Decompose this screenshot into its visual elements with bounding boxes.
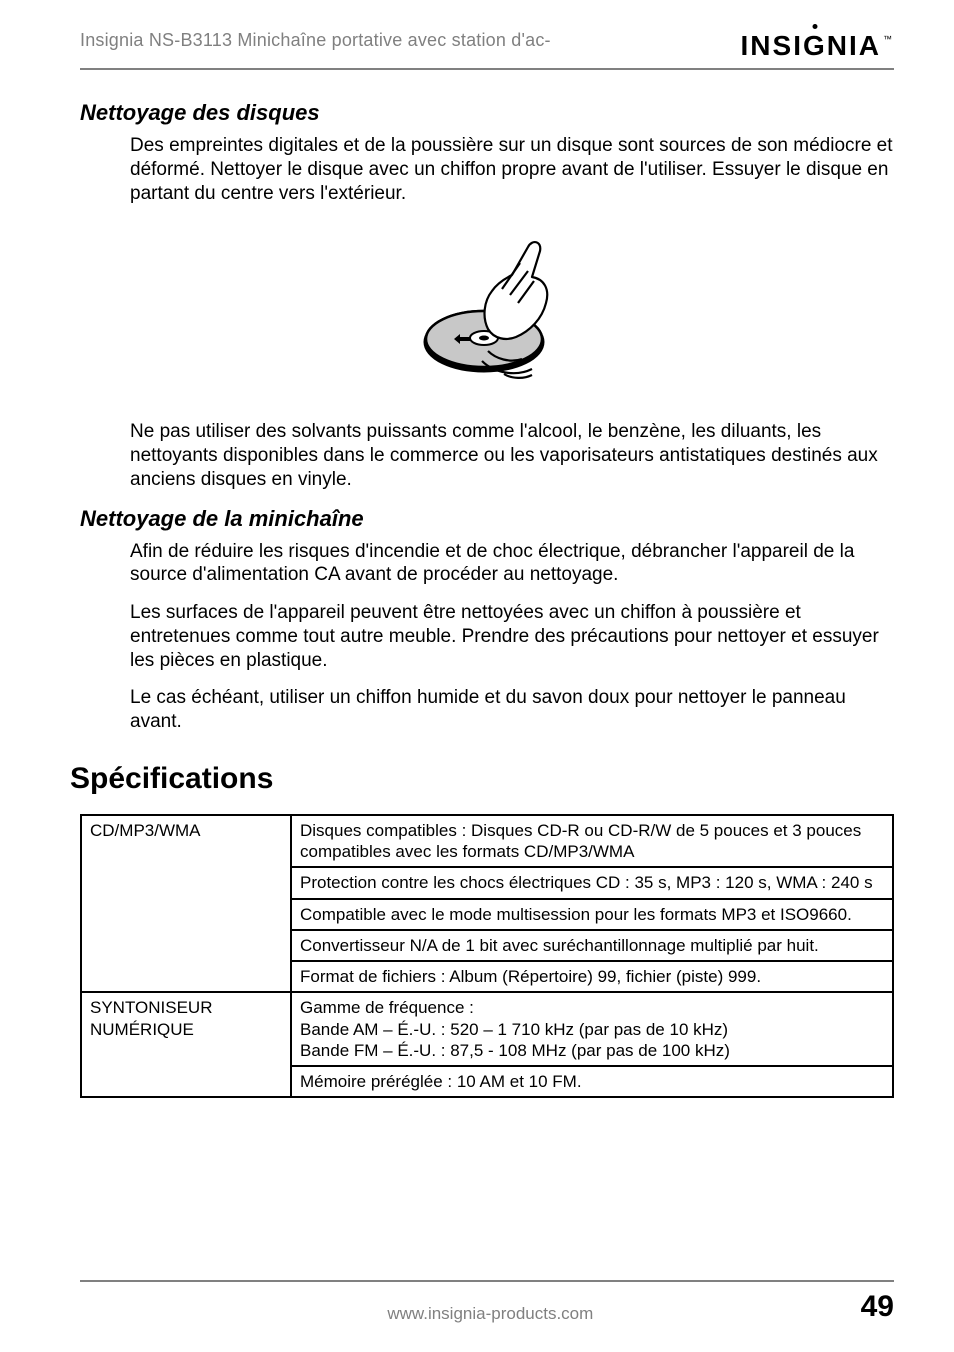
page-header: Insignia NS-B3113 Minichaîne portative a… bbox=[80, 30, 894, 62]
spec-cell: Disques compatibles : Disques CD-R ou CD… bbox=[291, 815, 893, 868]
page-number: 49 bbox=[861, 1290, 894, 1324]
spec-cell-freq: Gamme de fréquence : Bande AM – É.-U. : … bbox=[291, 992, 893, 1066]
brand-g-letter: G bbox=[803, 30, 827, 61]
spec-cell: Mémoire préréglée : 10 AM et 10 FM. bbox=[291, 1066, 893, 1097]
footer-divider bbox=[80, 1280, 894, 1282]
spec-table: CD/MP3/WMA Disques compatibles : Disques… bbox=[80, 814, 894, 1099]
unit-cleaning-para-3: Le cas échéant, utiliser un chiffon humi… bbox=[130, 686, 894, 734]
spec-label-cd: CD/MP3/WMA bbox=[81, 815, 291, 993]
table-row: CD/MP3/WMA Disques compatibles : Disques… bbox=[81, 815, 893, 868]
header-divider bbox=[80, 68, 894, 70]
freq-line-3: Bande FM – É.-U. : 87,5 - 108 MHz (par p… bbox=[300, 1041, 730, 1060]
heading-unit-cleaning: Nettoyage de la minichaîne bbox=[80, 506, 894, 532]
spec-label-tuner: SYNTONISEUR NUMÉRIQUE bbox=[81, 992, 291, 1097]
table-row: SYNTONISEUR NUMÉRIQUE Gamme de fréquence… bbox=[81, 992, 893, 1066]
heading-specifications: Spécifications bbox=[70, 762, 894, 796]
spec-cell: Convertisseur N/A de 1 bit avec suréchan… bbox=[291, 930, 893, 961]
disc-wipe-icon bbox=[392, 219, 582, 399]
freq-line-1: Gamme de fréquence : bbox=[300, 998, 474, 1017]
page-footer: www.insignia-products.com 49 bbox=[80, 1280, 894, 1324]
unit-cleaning-para-2: Les surfaces de l'appareil peuvent être … bbox=[130, 601, 894, 672]
product-line-text: Insignia NS-B3113 Minichaîne portative a… bbox=[80, 30, 551, 51]
brand-text-left: INSI bbox=[741, 30, 803, 62]
disc-wipe-figure bbox=[80, 219, 894, 404]
freq-line-2: Bande AM – É.-U. : 520 – 1 710 kHz (par … bbox=[300, 1020, 728, 1039]
footer-row: www.insignia-products.com 49 bbox=[80, 1290, 894, 1324]
heading-disc-cleaning: Nettoyage des disques bbox=[80, 100, 894, 126]
spec-cell: Compatible avec le mode multisession pou… bbox=[291, 899, 893, 930]
unit-cleaning-para-1: Afin de réduire les risques d'incendie e… bbox=[130, 540, 894, 588]
brand-logo: INSI G NIA ™ bbox=[741, 30, 894, 62]
brand-tm: ™ bbox=[883, 34, 894, 44]
disc-cleaning-para-2: Ne pas utiliser des solvants puissants c… bbox=[130, 420, 894, 491]
brand-dot-icon bbox=[812, 24, 817, 29]
spec-cell: Protection contre les chocs électriques … bbox=[291, 867, 893, 898]
brand-text-right: NIA bbox=[827, 30, 881, 62]
brand-text-g: G bbox=[803, 30, 827, 62]
spec-cell: Format de fichiers : Album (Répertoire) … bbox=[291, 961, 893, 992]
footer-url: www.insignia-products.com bbox=[120, 1304, 861, 1324]
disc-cleaning-para-1: Des empreintes digitales et de la poussi… bbox=[130, 134, 894, 205]
